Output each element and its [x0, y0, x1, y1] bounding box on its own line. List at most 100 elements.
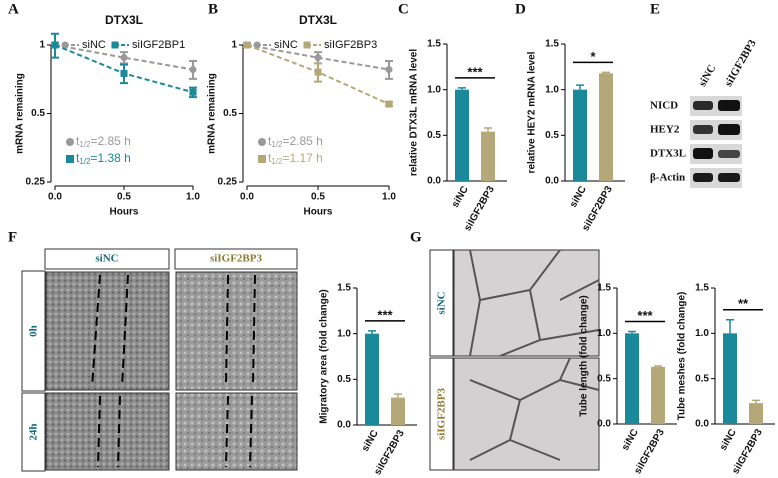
y-tick-label: 0.25 [26, 177, 46, 188]
error-bar [654, 365, 662, 367]
wound-images [21, 248, 298, 472]
y-axis-label: mRNA remaining [207, 73, 218, 154]
bar [599, 73, 613, 181]
panel-letter: C [398, 1, 409, 17]
y-axis-label: mRNA remaining [15, 73, 26, 154]
micrograph [175, 271, 298, 391]
annotation-sub: 1/2 [271, 157, 283, 166]
marker [189, 66, 197, 74]
annotation-sub: 1/2 [271, 140, 283, 149]
legend-label: siNC [274, 39, 298, 51]
blot-band [718, 100, 740, 111]
blot-band [718, 124, 740, 135]
annotation-sub: 1/2 [79, 140, 91, 149]
annotation-prefix: t [76, 134, 80, 148]
bar [481, 131, 495, 181]
legend-label: siNC [82, 39, 106, 51]
x-tick-label: 1.0 [382, 192, 396, 203]
y-tick-label: 0.0 [427, 176, 441, 187]
blot-band [693, 125, 713, 134]
y-tick-label: 0.0 [545, 176, 559, 187]
micrograph [175, 392, 298, 471]
y-tick-label: 1.0 [337, 328, 351, 339]
significance-label: * [590, 49, 596, 64]
marker [314, 68, 322, 76]
error-bar [484, 127, 492, 132]
significance-label: *** [637, 308, 653, 323]
y-tick-label: 0.5 [545, 130, 559, 141]
wound-edge [117, 395, 121, 468]
y-tick-label: 1.0 [695, 328, 709, 339]
column-header [44, 248, 170, 270]
y-tick-label: 0.5 [427, 130, 441, 141]
micrograph [453, 249, 600, 357]
x-tick-label: siNC [568, 184, 589, 209]
y-tick-label: 0.5 [695, 373, 709, 384]
x-axis-label: Hours [304, 207, 333, 218]
y-axis-label: relative DTX3L mRNA level [409, 49, 420, 176]
y-tick-label: 1.0 [427, 84, 441, 95]
bar [573, 89, 587, 181]
bar [651, 366, 665, 424]
bar [391, 397, 405, 425]
error-bar [458, 87, 466, 90]
row-label: 24h [28, 423, 40, 440]
bar [365, 333, 379, 425]
bar [723, 333, 737, 424]
annotation-marker [66, 138, 74, 146]
lane-label: siNC [696, 63, 718, 89]
y-tick-label: 0.0 [337, 420, 351, 431]
y-tick-label: 1.5 [597, 283, 611, 294]
micrograph [453, 357, 600, 471]
x-axis-label: Hours [110, 207, 139, 218]
annotation-sub: 1/2 [79, 157, 91, 166]
panel-letter: B [208, 1, 218, 17]
wound-edge [249, 395, 253, 468]
wound-edge [121, 274, 129, 388]
row-header [21, 392, 46, 472]
wound-edge [225, 274, 229, 388]
bar [625, 333, 639, 424]
error-bar [752, 399, 760, 404]
marker [51, 41, 59, 49]
wound-edge [225, 395, 229, 468]
y-axis-label: relative HEY2 mRNA level [527, 51, 538, 173]
chart-title: DTX3L [105, 13, 143, 27]
error-bar [576, 84, 584, 90]
row-label: 0h [28, 325, 40, 337]
x-tick-label: siNC [620, 427, 641, 452]
western-blot [690, 96, 742, 188]
error-bar [394, 393, 402, 398]
annotation: t1/2=1.17 h [268, 151, 323, 166]
x-tick-label: 0.0 [240, 192, 254, 203]
y-tick-label: 1.5 [695, 283, 709, 294]
y-axis-label: Tube meshes (fold change) [677, 292, 688, 421]
legend-marker [111, 41, 119, 49]
y-axis-label: Tube length (fold change) [579, 295, 590, 416]
marker [243, 41, 251, 49]
annotation-prefix: t [76, 151, 80, 165]
row-label: siIGF2BP3 [436, 388, 448, 440]
blot-band [693, 148, 713, 159]
legend-label: siIGF2BP3 [324, 39, 377, 51]
error-bar [602, 71, 610, 74]
y-axis-label: Migratory area (fold change) [319, 289, 330, 423]
chart-title: DTX3L [299, 13, 337, 27]
x-tick-label: 1.0 [186, 192, 200, 203]
annotation-text: =1.17 h [282, 151, 322, 165]
blot-band [718, 173, 740, 182]
series-line [54, 44, 194, 71]
panel-letter: G [410, 229, 422, 245]
y-tick-label: 1 [231, 40, 237, 51]
micrograph [45, 271, 170, 391]
row-header [429, 357, 454, 471]
protein-label: HEY2 [650, 124, 680, 136]
annotation-text: =2.85 h [90, 134, 130, 148]
protein-label: NICD [650, 100, 678, 112]
annotation-text: =1.38 h [90, 151, 130, 165]
significance-label: ** [738, 296, 749, 311]
significance-label: *** [467, 64, 483, 79]
marker [120, 54, 128, 62]
blot-band [693, 101, 713, 110]
